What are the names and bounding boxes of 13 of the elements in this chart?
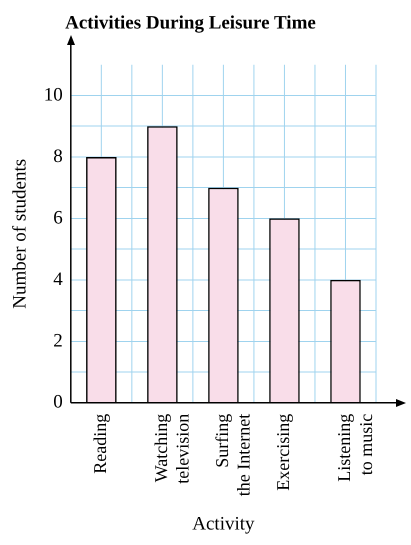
y-tick-label: 4 — [53, 268, 64, 290]
y-tick-label: 6 — [53, 207, 63, 228]
x-axis-title: Activity — [192, 514, 256, 535]
y-tick-label: 2 — [53, 330, 63, 352]
y-tick-label: 10 — [44, 84, 63, 106]
x-tick-label: Watching television — [151, 414, 193, 484]
x-tick-label: Exercising — [273, 414, 294, 491]
x-tick-label: Reading — [90, 414, 110, 474]
y-tick-label: 8 — [53, 146, 63, 167]
x-tick-label: Listening to music — [334, 414, 376, 482]
y-tick-label: 0 — [53, 392, 63, 413]
y-axis-title: Number of students — [9, 158, 30, 309]
chart-title: Activities During Leisure Time — [65, 12, 316, 34]
